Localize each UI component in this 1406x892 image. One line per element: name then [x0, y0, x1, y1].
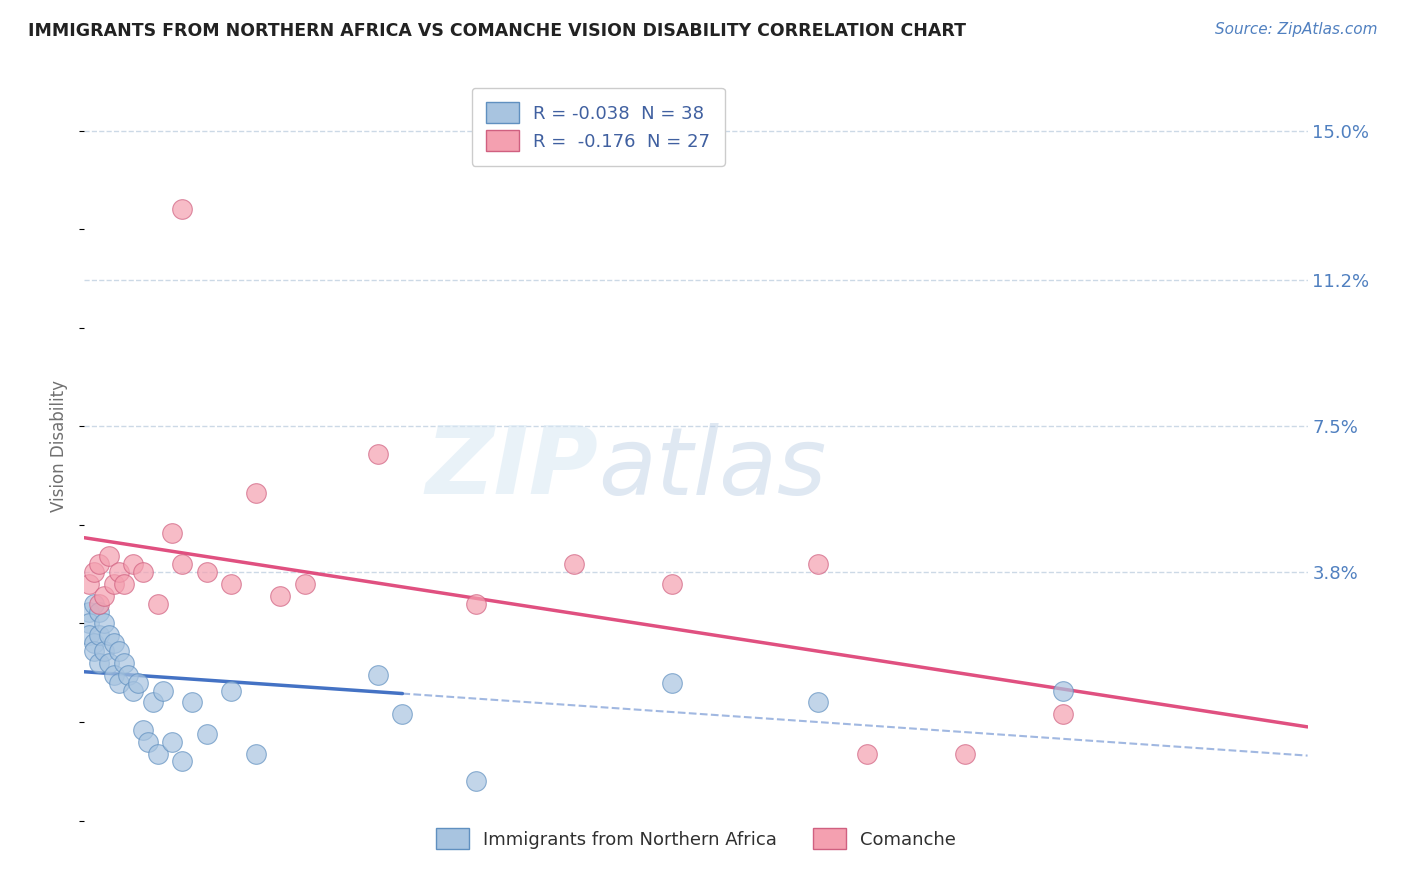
Text: Source: ZipAtlas.com: Source: ZipAtlas.com [1215, 22, 1378, 37]
Point [661, 577, 683, 591]
Point [132, 723, 155, 737]
Point [93, 589, 115, 603]
Point [97, 628, 120, 642]
Legend: Immigrants from Northern Africa, Comanche: Immigrants from Northern Africa, Comanch… [429, 822, 963, 856]
Point [142, 695, 165, 709]
Point [93, 616, 115, 631]
Point [464, 597, 486, 611]
Point [367, 667, 389, 681]
Text: atlas: atlas [598, 423, 827, 514]
Point [294, 577, 316, 591]
Point [112, 577, 135, 591]
Point [103, 667, 125, 681]
Point [172, 755, 194, 769]
Point [77, 628, 100, 642]
Point [122, 558, 145, 572]
Point [195, 565, 218, 579]
Point [112, 656, 135, 670]
Point [93, 644, 115, 658]
Point [172, 202, 194, 217]
Point [103, 577, 125, 591]
Point [219, 683, 242, 698]
Point [117, 667, 139, 681]
Point [77, 616, 100, 631]
Point [219, 577, 242, 591]
Point [77, 605, 100, 619]
Point [162, 735, 184, 749]
Point [122, 683, 145, 698]
Point [87, 656, 110, 670]
Point [87, 605, 110, 619]
Point [77, 577, 100, 591]
Point [103, 636, 125, 650]
Point [107, 644, 129, 658]
Point [146, 747, 169, 761]
Point [87, 597, 110, 611]
Point [87, 558, 110, 572]
Point [97, 549, 120, 564]
Point [83, 636, 105, 650]
Point [83, 565, 105, 579]
Point [146, 597, 169, 611]
Point [661, 675, 683, 690]
Point [132, 565, 155, 579]
Point [195, 727, 218, 741]
Point [856, 747, 879, 761]
Point [807, 558, 830, 572]
Point [562, 558, 585, 572]
Point [107, 675, 129, 690]
Point [162, 525, 184, 540]
Text: IMMIGRANTS FROM NORTHERN AFRICA VS COMANCHE VISION DISABILITY CORRELATION CHART: IMMIGRANTS FROM NORTHERN AFRICA VS COMAN… [28, 22, 966, 40]
Y-axis label: Vision Disability: Vision Disability [51, 380, 69, 512]
Point [367, 447, 389, 461]
Point [1052, 683, 1074, 698]
Point [152, 683, 174, 698]
Point [83, 644, 105, 658]
Point [181, 695, 204, 709]
Text: ZIP: ZIP [425, 423, 598, 515]
Point [269, 589, 291, 603]
Point [245, 486, 267, 500]
Point [1052, 707, 1074, 722]
Point [391, 707, 413, 722]
Point [97, 656, 120, 670]
Point [136, 735, 159, 749]
Point [953, 747, 976, 761]
Point [83, 597, 105, 611]
Point [87, 628, 110, 642]
Point [172, 558, 194, 572]
Point [127, 675, 149, 690]
Point [464, 774, 486, 789]
Point [807, 695, 830, 709]
Point [245, 747, 267, 761]
Point [107, 565, 129, 579]
